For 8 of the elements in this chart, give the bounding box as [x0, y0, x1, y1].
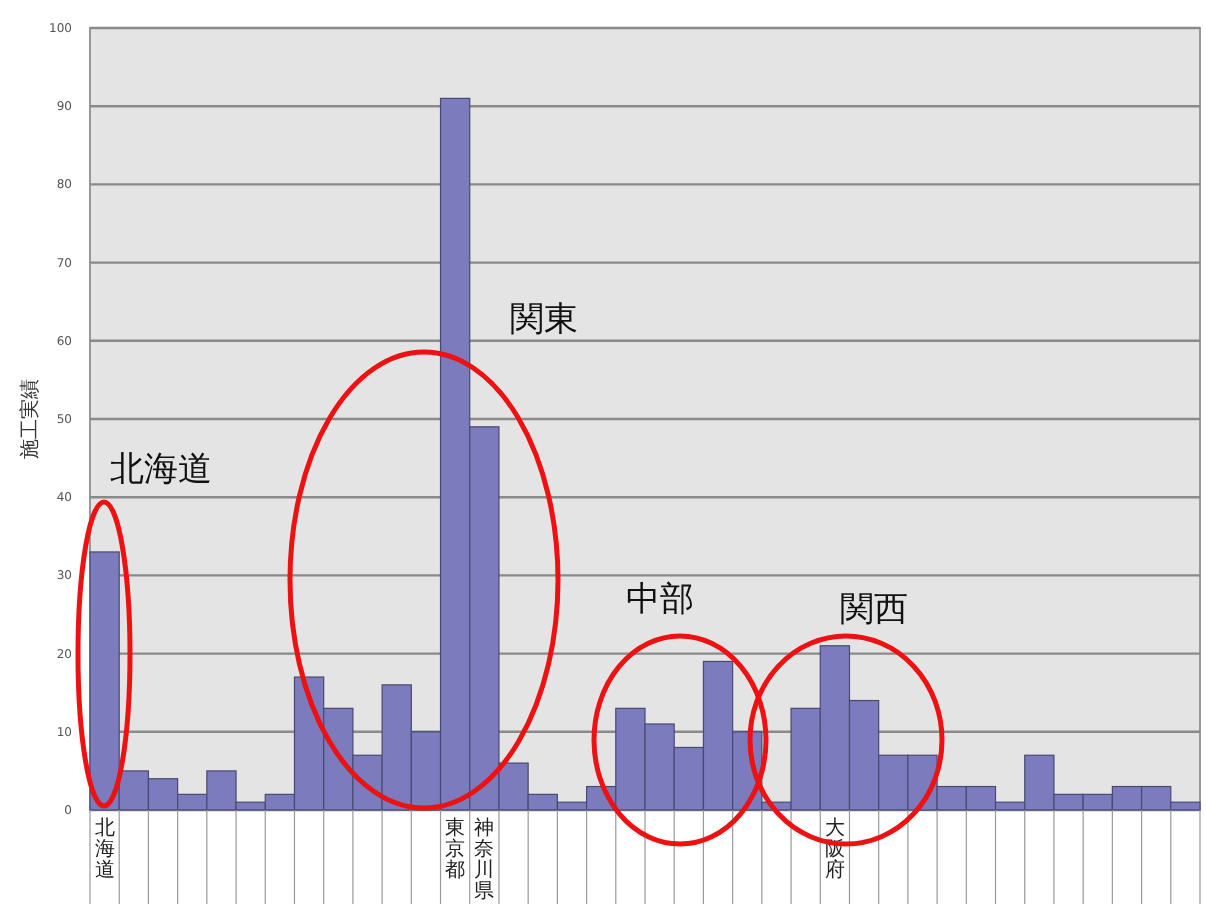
annotation: 北海道	[110, 450, 212, 490]
annotation: 関東	[510, 300, 578, 340]
annotation: 関西	[840, 590, 908, 630]
x-tick-label: 神奈川県	[474, 816, 495, 903]
x-tick-label: 北海道	[94, 816, 115, 882]
y-axis-title: 施工実績	[18, 379, 42, 459]
x-tick-label: 東京都	[445, 816, 466, 882]
annotation: 中部	[626, 580, 694, 620]
